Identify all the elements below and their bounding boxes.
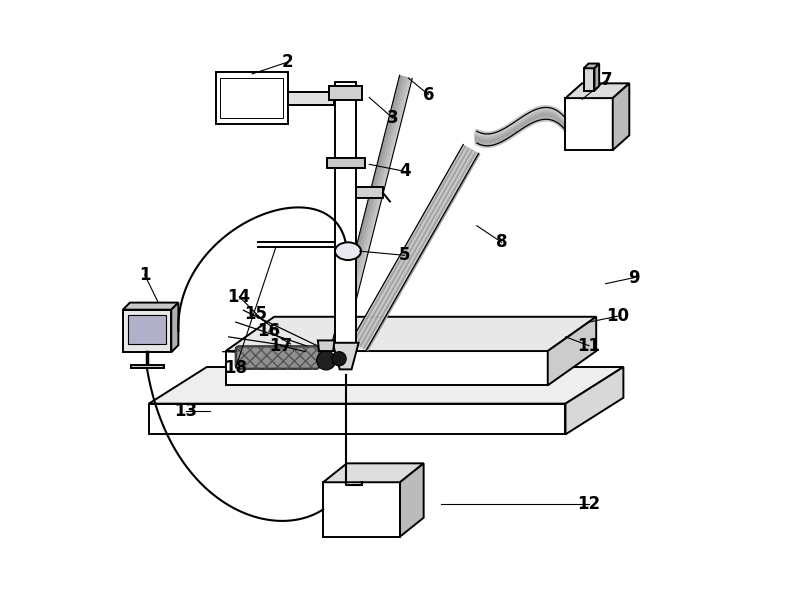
FancyBboxPatch shape xyxy=(236,346,320,369)
Text: 4: 4 xyxy=(399,163,410,180)
Polygon shape xyxy=(584,63,599,69)
Text: 8: 8 xyxy=(496,233,507,251)
Text: 1: 1 xyxy=(139,266,150,284)
Polygon shape xyxy=(613,83,630,150)
Polygon shape xyxy=(318,340,334,351)
Text: 17: 17 xyxy=(269,337,292,355)
Text: 3: 3 xyxy=(387,109,398,127)
Polygon shape xyxy=(333,343,358,369)
Polygon shape xyxy=(337,77,407,346)
Polygon shape xyxy=(329,86,362,100)
Polygon shape xyxy=(216,72,288,124)
Polygon shape xyxy=(354,147,468,345)
Text: 10: 10 xyxy=(606,307,629,325)
Polygon shape xyxy=(548,317,596,385)
Polygon shape xyxy=(363,151,477,349)
Polygon shape xyxy=(566,367,623,434)
Text: 14: 14 xyxy=(228,288,251,306)
Polygon shape xyxy=(356,187,383,198)
Polygon shape xyxy=(334,76,403,345)
Polygon shape xyxy=(334,92,342,105)
Text: 6: 6 xyxy=(422,86,434,103)
Circle shape xyxy=(332,352,346,366)
Polygon shape xyxy=(335,82,356,343)
Polygon shape xyxy=(332,75,402,345)
Polygon shape xyxy=(128,315,166,343)
Ellipse shape xyxy=(335,242,361,260)
Polygon shape xyxy=(351,145,465,342)
Polygon shape xyxy=(341,77,410,347)
Text: 13: 13 xyxy=(174,402,198,420)
Polygon shape xyxy=(566,98,613,150)
Polygon shape xyxy=(584,69,594,91)
Polygon shape xyxy=(594,63,599,91)
Text: 7: 7 xyxy=(601,71,613,89)
Text: 12: 12 xyxy=(578,495,601,512)
Polygon shape xyxy=(220,78,283,118)
Polygon shape xyxy=(226,317,596,351)
Polygon shape xyxy=(566,83,630,98)
Polygon shape xyxy=(339,77,409,346)
Text: 11: 11 xyxy=(578,337,601,355)
Polygon shape xyxy=(365,152,478,350)
Text: 15: 15 xyxy=(244,306,266,323)
Polygon shape xyxy=(123,310,171,352)
Polygon shape xyxy=(323,482,400,537)
Polygon shape xyxy=(149,404,566,434)
Polygon shape xyxy=(342,78,412,348)
Polygon shape xyxy=(323,463,424,482)
Polygon shape xyxy=(361,150,475,348)
Polygon shape xyxy=(130,365,163,368)
Polygon shape xyxy=(353,145,466,343)
Polygon shape xyxy=(358,148,472,346)
Polygon shape xyxy=(171,303,178,352)
Polygon shape xyxy=(356,148,470,345)
Polygon shape xyxy=(226,351,548,385)
Polygon shape xyxy=(359,150,474,347)
Text: 9: 9 xyxy=(628,269,639,287)
Polygon shape xyxy=(366,153,480,351)
Circle shape xyxy=(317,351,335,370)
Text: 2: 2 xyxy=(282,53,294,71)
Polygon shape xyxy=(288,92,335,105)
Text: 16: 16 xyxy=(258,322,280,340)
Text: 18: 18 xyxy=(224,359,247,376)
Polygon shape xyxy=(326,158,365,168)
Polygon shape xyxy=(123,303,178,310)
Polygon shape xyxy=(335,76,405,346)
Polygon shape xyxy=(400,463,424,537)
Text: 5: 5 xyxy=(399,246,410,264)
Polygon shape xyxy=(149,367,623,404)
